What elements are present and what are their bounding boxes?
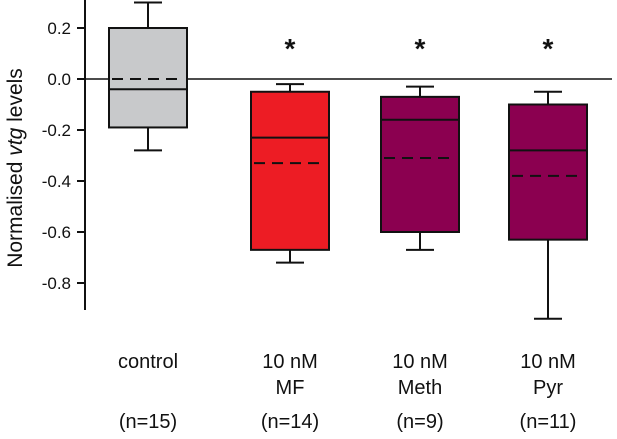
category-dose-2: 10 nM [392,351,448,373]
box-group-3: * [508,33,588,320]
y-tick-label-5: -0.8 [42,274,71,293]
y-tick-label-3: -0.4 [42,172,71,191]
category-dose-3: 10 nM [520,351,576,373]
category-label-1: 10 nM MF (n=14) [261,351,319,433]
y-tick-label-4: -0.6 [42,223,71,242]
box-group-0 [108,1,188,152]
category-name-0: control [118,351,178,373]
category-n-0: (n=15) [119,411,177,433]
category-dose-1: 10 nM [262,351,318,373]
significance-marker-1: * [285,33,296,64]
y-axis: 0.2 0.0 -0.2 -0.4 -0.6 -0.8 [42,0,86,310]
box-0 [108,27,188,129]
category-name-3: Pyr [533,377,563,399]
category-name-2: Meth [398,377,442,399]
box-group-2: * [380,33,460,251]
box-3 [508,103,588,241]
y-tick-label-2: -0.2 [42,121,71,140]
category-n-1: (n=14) [261,411,319,433]
category-labels-group: control (n=15) 10 nM MF (n=14) 10 nM Meth (n=9)… [118,351,576,433]
y-tick-label-1: 0.0 [47,70,71,89]
y-axis-label: Normalised vtg levels [4,68,27,268]
significance-marker-2: * [415,33,426,64]
category-name-1: MF [276,377,305,399]
category-label-0: control (n=15) [118,351,178,433]
category-label-3: 10 nM Pyr (n=11) [520,351,577,433]
box-group-1: * [250,33,330,264]
y-tick-label-0: 0.2 [47,19,71,38]
category-n-3: (n=11) [520,411,577,433]
category-label-2: 10 nM Meth (n=9) [392,351,448,433]
boxes-group: * * * [108,1,588,320]
box-2 [380,95,460,233]
category-n-2: (n=9) [396,411,443,433]
significance-marker-3: * [543,33,554,64]
box-1 [250,90,330,251]
